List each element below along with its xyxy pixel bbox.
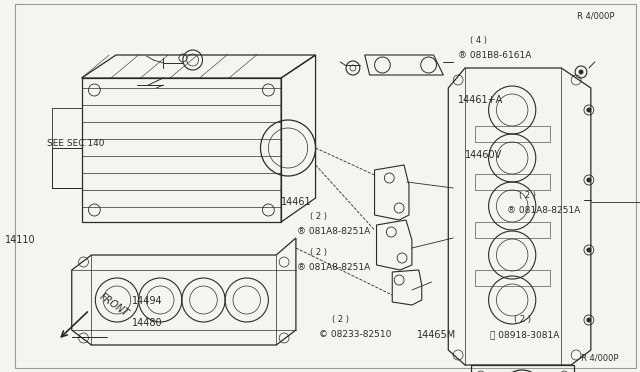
- Text: 14110: 14110: [5, 235, 36, 245]
- Text: R 4/000P: R 4/000P: [581, 353, 618, 362]
- Circle shape: [587, 178, 591, 182]
- Text: ( 2 ): ( 2 ): [310, 212, 326, 221]
- Text: R 4/000P: R 4/000P: [577, 11, 615, 20]
- Text: FRONT: FRONT: [97, 291, 131, 319]
- Text: ( 4 ): ( 4 ): [470, 36, 487, 45]
- Text: 14494: 14494: [132, 296, 163, 305]
- Text: 14461+A: 14461+A: [458, 95, 503, 105]
- Circle shape: [587, 248, 591, 252]
- Circle shape: [579, 70, 583, 74]
- Text: ® 081A8-8251A: ® 081A8-8251A: [297, 263, 371, 272]
- Text: ( 2 ): ( 2 ): [514, 315, 531, 324]
- Text: ® 081B8-6161A: ® 081B8-6161A: [458, 51, 531, 60]
- Text: 14465M: 14465M: [417, 330, 456, 340]
- Text: 14460V: 14460V: [465, 151, 502, 160]
- Text: © 08233-82510: © 08233-82510: [319, 330, 392, 339]
- Text: ( 2 ): ( 2 ): [310, 248, 326, 257]
- Text: SEE SEC.140: SEE SEC.140: [47, 139, 105, 148]
- Circle shape: [587, 318, 591, 322]
- Text: ( 2 ): ( 2 ): [332, 315, 349, 324]
- Text: 14480: 14480: [132, 318, 163, 328]
- Text: ⓝ 08918-3081A: ⓝ 08918-3081A: [490, 330, 559, 339]
- Circle shape: [587, 108, 591, 112]
- Text: ® 081A8-8251A: ® 081A8-8251A: [507, 206, 580, 215]
- Text: ( 2 ): ( 2 ): [519, 191, 536, 200]
- Text: ® 081A8-8251A: ® 081A8-8251A: [297, 227, 371, 236]
- Text: 14461: 14461: [282, 197, 312, 206]
